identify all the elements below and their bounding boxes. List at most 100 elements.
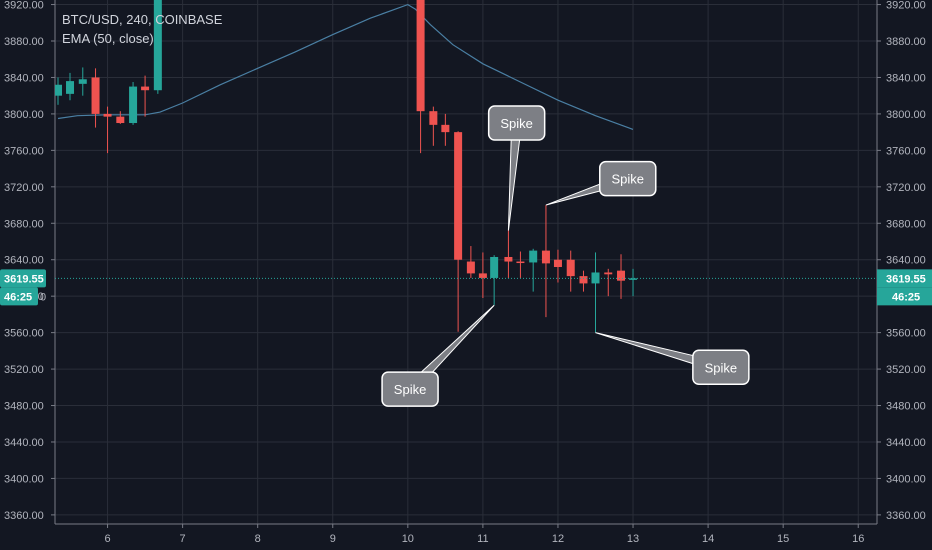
candle-up <box>78 67 87 96</box>
candle-down <box>579 270 588 292</box>
callout-box <box>381 371 439 407</box>
left-price-tick-label: 3400.00 <box>4 473 44 485</box>
time-tick-label: 15 <box>777 533 789 545</box>
candle-body <box>153 0 162 91</box>
candle-down <box>454 131 463 332</box>
candle-up <box>490 255 499 306</box>
candle-body <box>141 86 150 91</box>
left-price-tick-label: 3880.00 <box>4 36 44 48</box>
left-price-tick-label: 3440.00 <box>4 437 44 449</box>
left-partial-tick-label: 0 <box>40 291 46 303</box>
time-tick-label: 7 <box>180 533 186 545</box>
candle-body <box>566 259 575 277</box>
left-countdown-label: 46:25 <box>4 291 32 303</box>
candle-up <box>129 82 138 125</box>
right-price-tick-label: 3680.00 <box>886 218 926 230</box>
candle-body <box>91 77 100 114</box>
candle-down <box>103 106 112 154</box>
right-price-tick-label: 3480.00 <box>886 401 926 413</box>
candle-body <box>541 250 550 264</box>
left-price-tick-label: 3800.00 <box>4 109 44 121</box>
candle-down <box>541 205 550 318</box>
left-price-tick-label: 3840.00 <box>4 72 44 84</box>
left-price-tick-label: 3520.00 <box>4 364 44 376</box>
candle-body <box>490 256 499 278</box>
right-countdown-badge <box>877 287 932 306</box>
candle-body <box>454 132 463 260</box>
left-price-tick-label: 3480.00 <box>4 401 44 413</box>
spike-callout: Spike <box>381 304 495 407</box>
left-last-price-label: 3619.55 <box>4 273 44 285</box>
symbol-title: BTC/USD, 240, COINBASE <box>62 12 223 27</box>
candle-body <box>529 250 538 263</box>
candle-body <box>429 111 438 125</box>
candle-body <box>441 124 450 133</box>
spike-callout: Spike <box>545 160 657 206</box>
candle-up <box>153 0 162 94</box>
candle-up <box>55 77 63 105</box>
callout-label: Spike <box>612 172 645 187</box>
candle-body <box>617 270 626 281</box>
callout-label: Spike <box>394 382 427 397</box>
right-last-price-badge <box>877 269 932 288</box>
ema-line <box>57 3 634 130</box>
candle-down <box>466 246 475 278</box>
left-price-tick-label: 3680.00 <box>4 218 44 230</box>
candle-down <box>116 111 125 124</box>
plot-area <box>55 0 877 333</box>
candle-down <box>604 268 613 297</box>
time-tick-label: 13 <box>627 533 639 545</box>
right-price-tick-label: 3520.00 <box>886 364 926 376</box>
right-price-tick-label: 3800.00 <box>886 109 926 121</box>
candle-down <box>566 250 575 292</box>
candle-body <box>579 276 588 284</box>
candle-down <box>416 0 425 154</box>
candle-body <box>478 273 487 278</box>
callout-label: Spike <box>705 360 738 375</box>
left-last-price-badge <box>0 269 46 288</box>
candle-down <box>504 230 513 278</box>
candle-body <box>466 261 475 274</box>
indicator-label: EMA (50, close) <box>62 31 154 46</box>
time-tick-label: 12 <box>552 533 564 545</box>
candle-body <box>516 261 525 264</box>
candle-body <box>55 84 63 96</box>
candle-body <box>103 113 112 117</box>
right-price-tick-label: 3360.00 <box>886 510 926 522</box>
right-last-price-label: 3619.55 <box>886 273 926 285</box>
callout-box <box>487 105 546 141</box>
left-price-tick-label: 3720.00 <box>4 182 44 194</box>
spike-callout: Spike <box>595 332 750 386</box>
callout-label: Spike <box>500 116 533 131</box>
time-tick-label: 8 <box>255 533 261 545</box>
time-tick-label: 11 <box>477 533 488 545</box>
right-price-tick-label: 3720.00 <box>886 182 926 194</box>
candle-up <box>66 72 75 101</box>
left-price-tick-label: 3760.00 <box>4 145 44 157</box>
candle-up <box>629 268 638 297</box>
candle-body <box>116 116 125 124</box>
time-tick-label: 10 <box>402 533 414 545</box>
candle-body <box>129 86 138 124</box>
right-price-tick-label: 3560.00 <box>886 328 926 340</box>
candle-down <box>617 254 626 299</box>
left-price-tick-label: 3640.00 <box>4 255 44 267</box>
left-price-tick-label: 3920.00 <box>4 0 44 12</box>
right-countdown-label: 46:25 <box>892 291 920 303</box>
right-price-tick-label: 3840.00 <box>886 72 926 84</box>
right-price-tick-label: 3880.00 <box>886 36 926 48</box>
candle-body <box>553 259 562 268</box>
candle-down <box>441 113 450 146</box>
right-price-tick-label: 3920.00 <box>886 0 926 12</box>
right-price-tick-label: 3440.00 <box>886 437 926 449</box>
callout-box <box>692 349 750 386</box>
candle-body <box>604 272 613 275</box>
time-tick-label: 6 <box>104 533 110 545</box>
candle-down <box>553 249 562 283</box>
chart-legend: BTC/USD, 240, COINBASE EMA (50, close) <box>62 10 222 48</box>
candle-body <box>504 256 513 262</box>
candle-down <box>516 251 525 278</box>
candle-down <box>91 68 100 128</box>
